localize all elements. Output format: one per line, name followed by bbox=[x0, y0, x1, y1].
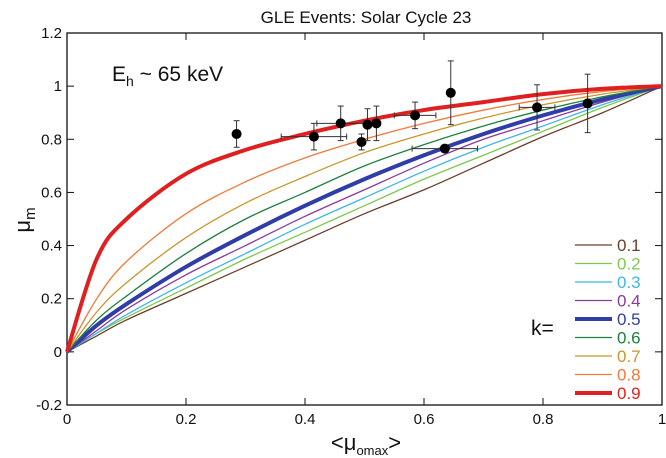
y-axis: -0.2 0 0.2 0.4 0.6 0.8 1 1.2 bbox=[36, 25, 662, 414]
data-point-marker bbox=[371, 118, 382, 129]
data-point-marker bbox=[532, 102, 543, 113]
data-point-marker bbox=[356, 136, 367, 147]
data-point bbox=[393, 101, 437, 130]
x-axis: 0 0.2 0.4 0.6 0.8 1 bbox=[63, 33, 666, 428]
data-point bbox=[445, 60, 456, 126]
curve-k-0.8 bbox=[66, 85, 663, 353]
legend-label: 0.1 bbox=[617, 236, 641, 255]
plot-frame bbox=[66, 32, 663, 406]
data-point-marker bbox=[445, 87, 456, 98]
legend-prefix: k= bbox=[531, 317, 554, 340]
x-axis-label: <μomax> bbox=[331, 430, 401, 458]
curve-k-0.7 bbox=[66, 85, 663, 353]
data-point-marker bbox=[410, 110, 421, 121]
data-point bbox=[280, 122, 348, 151]
curve-k-0.5 bbox=[65, 84, 663, 354]
curve-k-0.4 bbox=[66, 85, 663, 353]
y-tick-label: 0.8 bbox=[41, 131, 62, 148]
y-tick-label: 0.6 bbox=[41, 184, 62, 201]
curve-k-0.2 bbox=[66, 85, 663, 353]
y-axis-label: μm bbox=[10, 207, 39, 232]
y-tick-label: 1.2 bbox=[41, 25, 62, 42]
data-point bbox=[362, 108, 373, 142]
curve-k-0.9 bbox=[65, 84, 663, 353]
data-points-layer bbox=[231, 60, 593, 154]
y-tick-label: 0 bbox=[54, 344, 62, 361]
legend-label: 0.4 bbox=[617, 292, 641, 311]
legend-label: 0.9 bbox=[617, 384, 641, 403]
data-point bbox=[518, 84, 556, 131]
legend: k= 0.10.20.30.40.50.60.70.80.9 bbox=[531, 236, 641, 403]
curves-layer bbox=[65, 84, 663, 354]
data-point-marker bbox=[582, 98, 593, 109]
data-point bbox=[231, 120, 242, 148]
x-tick-label: 0.8 bbox=[533, 411, 554, 428]
curve-k-0.1 bbox=[66, 85, 663, 353]
legend-label: 0.8 bbox=[617, 366, 641, 385]
data-point bbox=[316, 105, 365, 142]
energy-annotation: Eh ~ 65 keV bbox=[112, 63, 223, 89]
y-tick-label: 0.2 bbox=[41, 291, 62, 308]
x-tick-label: 0.6 bbox=[414, 411, 435, 428]
legend-label: 0.6 bbox=[617, 329, 641, 348]
x-tick-label: 0.4 bbox=[295, 411, 316, 428]
y-tick-label: 0.4 bbox=[41, 238, 62, 255]
data-point bbox=[411, 143, 479, 154]
data-point-marker bbox=[439, 143, 450, 154]
data-point bbox=[356, 133, 367, 151]
x-tick-label: 0.2 bbox=[176, 411, 197, 428]
x-tick-label: 1 bbox=[658, 411, 666, 428]
legend-label: 0.3 bbox=[617, 273, 641, 292]
y-tick-label: -0.2 bbox=[36, 397, 62, 414]
data-point bbox=[371, 105, 382, 142]
legend-label: 0.7 bbox=[617, 347, 641, 366]
legend-label: 0.2 bbox=[617, 255, 641, 274]
legend-label: 0.5 bbox=[617, 310, 641, 329]
data-point-marker bbox=[231, 128, 242, 139]
data-point-marker bbox=[335, 118, 346, 129]
curve-k-0.3 bbox=[66, 85, 663, 353]
y-tick-label: 1 bbox=[54, 78, 62, 95]
curve-k-0.6 bbox=[66, 85, 663, 353]
data-point-marker bbox=[308, 131, 319, 142]
x-tick-label: 0 bbox=[63, 411, 71, 428]
data-point bbox=[582, 73, 593, 134]
chart-title: GLE Events: Solar Cycle 23 bbox=[261, 8, 472, 27]
data-point-marker bbox=[362, 119, 373, 130]
